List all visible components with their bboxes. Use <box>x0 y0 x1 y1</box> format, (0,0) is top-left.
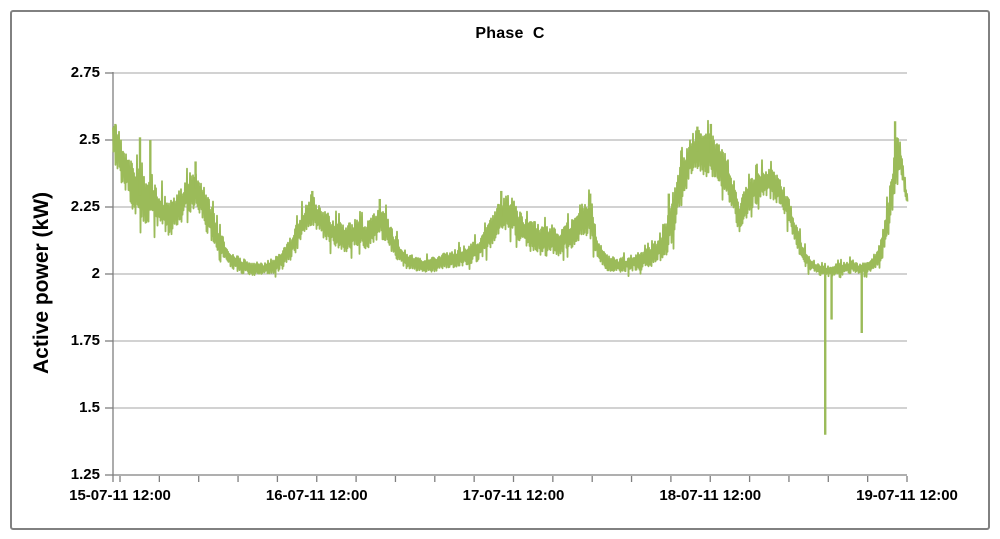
y-tick-label: 1.25 <box>70 466 100 484</box>
x-tick-label: 17-07-11 12:00 <box>462 487 565 504</box>
series-path <box>112 119 909 279</box>
y-tick-label: 1.5 <box>79 399 100 417</box>
y-tick-label: 2.75 <box>70 64 100 82</box>
y-tick-label: 2.5 <box>79 131 100 149</box>
chart-title: Phase C <box>475 25 545 42</box>
x-tick-label: 19-07-11 12:00 <box>856 487 958 504</box>
x-tick-label: 15-07-11 12:00 <box>69 487 171 504</box>
y-tick-label: 2.25 <box>70 198 100 216</box>
x-tick-label: 18-07-11 12:00 <box>659 487 762 504</box>
y-tick-label: 2 <box>91 265 100 283</box>
y-tick-label: 1.75 <box>70 332 100 350</box>
x-tick-label: 16-07-11 12:00 <box>265 487 368 504</box>
